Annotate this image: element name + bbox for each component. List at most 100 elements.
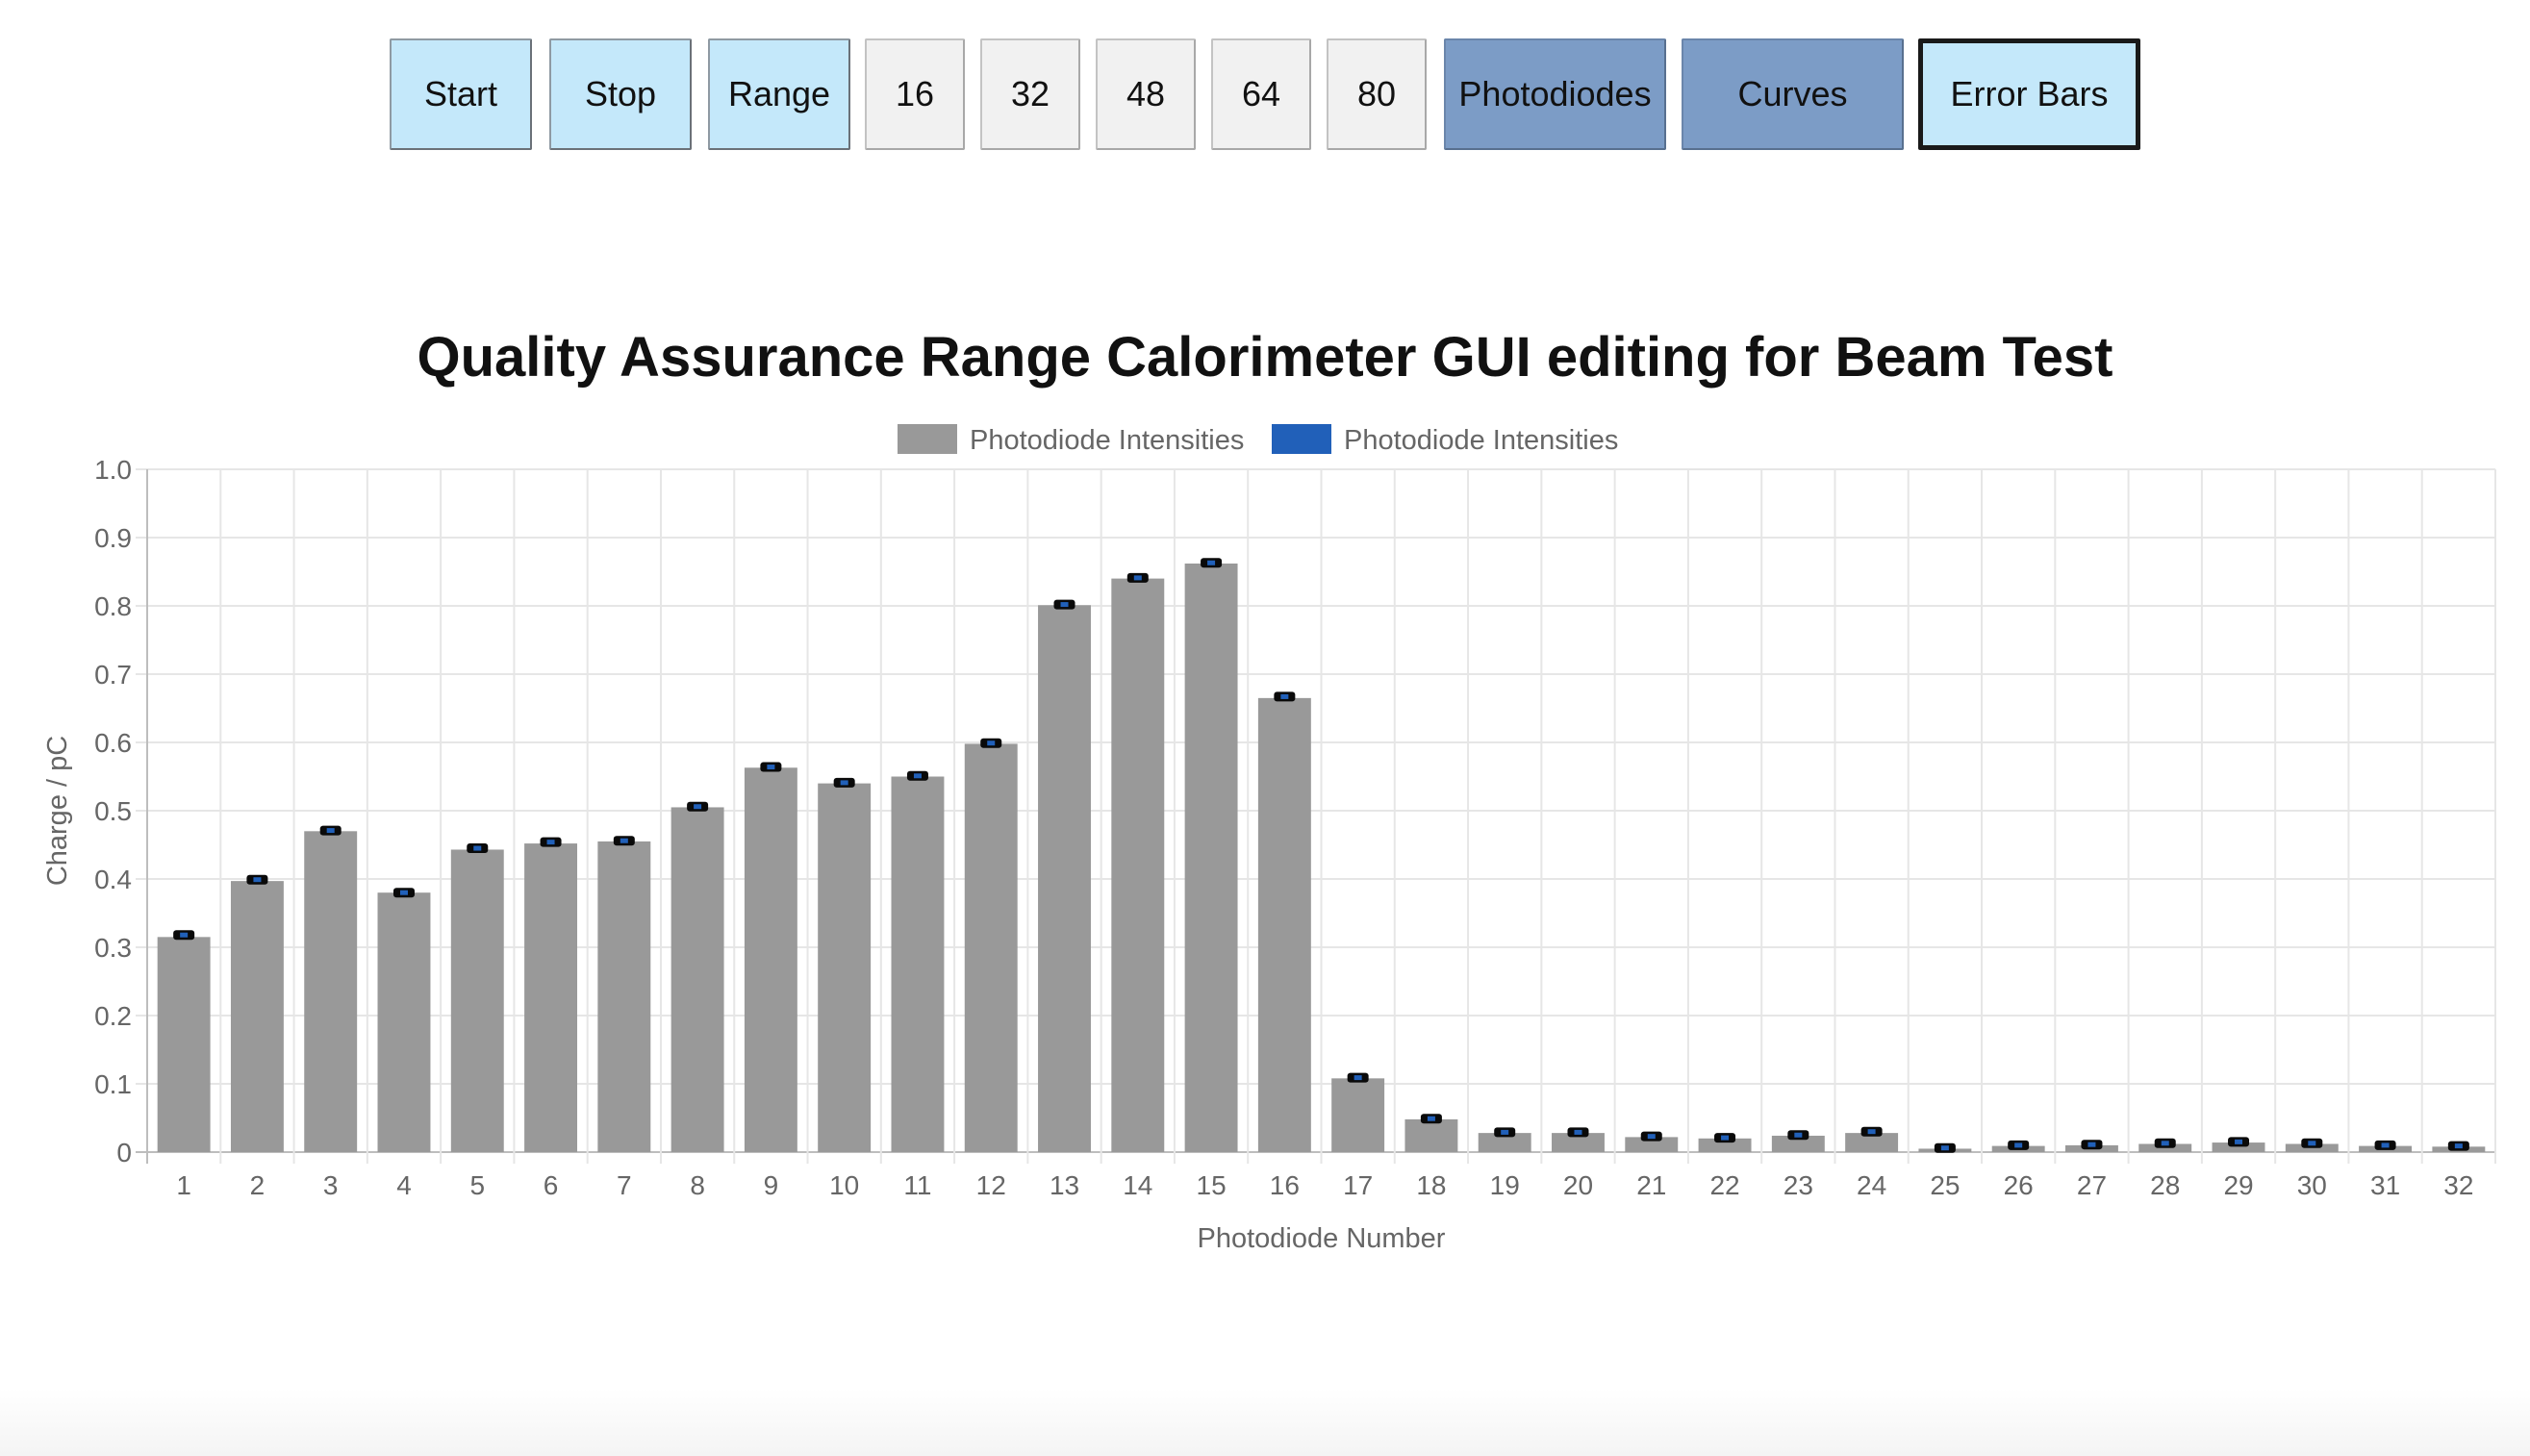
x-tick-label: 23 — [1784, 1170, 1813, 1200]
error-bar-center — [1647, 1134, 1656, 1140]
x-tick-label: 4 — [396, 1170, 412, 1200]
bar — [1184, 563, 1238, 1152]
x-tick-label: 16 — [1270, 1170, 1300, 1200]
x-tick-label: 8 — [690, 1170, 705, 1200]
y-axis-title: Charge / pC — [42, 736, 73, 886]
bar — [230, 881, 284, 1152]
x-tick-label: 31 — [2370, 1170, 2400, 1200]
error-bar-center — [2454, 1143, 2463, 1149]
x-tick-label: 28 — [2150, 1170, 2180, 1200]
bar — [304, 831, 358, 1152]
error-bar-center — [694, 804, 702, 810]
bar — [1111, 578, 1165, 1152]
y-tick-label: 0.2 — [94, 1001, 132, 1031]
x-tick-label: 7 — [617, 1170, 632, 1200]
error-bar-center — [2087, 1142, 2096, 1147]
chart-title: Quality Assurance Range Calorimeter GUI … — [417, 326, 2113, 389]
error-bar-center — [913, 773, 922, 779]
x-tick-label: 9 — [764, 1170, 779, 1200]
range-button[interactable]: Range — [708, 38, 850, 150]
error-bar-center — [1427, 1116, 1435, 1121]
x-tick-label: 12 — [976, 1170, 1006, 1200]
y-tick-label: 0 — [116, 1138, 132, 1167]
y-tick-label: 0.6 — [94, 728, 132, 758]
error-bars-button[interactable]: Error Bars — [1918, 38, 2140, 150]
error-bar-center — [1721, 1135, 1730, 1141]
x-tick-label: 19 — [1490, 1170, 1520, 1200]
bar — [744, 767, 797, 1152]
error-bar-center — [399, 890, 408, 895]
error-bar-center — [2381, 1142, 2390, 1148]
x-tick-label: 24 — [1857, 1170, 1886, 1200]
photodiodes-button[interactable]: Photodiodes — [1444, 38, 1666, 150]
x-tick-label: 5 — [469, 1170, 485, 1200]
bar — [1257, 697, 1311, 1152]
y-tick-label: 0.3 — [94, 933, 132, 963]
channels-48-button[interactable]: 48 — [1096, 38, 1196, 150]
bar — [891, 776, 945, 1152]
page-footer-band — [0, 1389, 2530, 1456]
bar — [1698, 1138, 1752, 1152]
x-tick-label: 22 — [1709, 1170, 1739, 1200]
error-bar-center — [473, 845, 482, 851]
error-bar-center — [1133, 575, 1142, 581]
y-tick-label: 0.4 — [94, 865, 132, 894]
x-tick-label: 29 — [2223, 1170, 2253, 1200]
error-bar-center — [1501, 1129, 1509, 1135]
y-tick-label: 0.8 — [94, 591, 132, 621]
bar — [1771, 1135, 1825, 1152]
stop-button[interactable]: Stop — [549, 38, 692, 150]
bar — [597, 841, 651, 1152]
bar — [1625, 1137, 1679, 1152]
x-tick-label: 18 — [1416, 1170, 1446, 1200]
error-bar-center — [840, 780, 848, 786]
x-tick-label: 26 — [2004, 1170, 2034, 1200]
bar — [964, 743, 1018, 1152]
bar — [1478, 1133, 1531, 1152]
x-tick-label: 10 — [829, 1170, 859, 1200]
channels-16-button[interactable]: 16 — [865, 38, 965, 150]
error-bar-center — [1794, 1132, 1803, 1138]
bar — [1404, 1118, 1458, 1152]
curves-button[interactable]: Curves — [1682, 38, 1904, 150]
bar — [524, 843, 578, 1152]
toolbar: Start Stop Range 16 32 48 64 80 Photodio… — [0, 38, 2530, 154]
error-bar-center — [2161, 1141, 2169, 1146]
error-bar-center — [1060, 602, 1069, 608]
error-bar-center — [620, 838, 628, 843]
channels-80-button[interactable]: 80 — [1327, 38, 1427, 150]
bar — [157, 937, 211, 1152]
error-bar-center — [1940, 1145, 1949, 1151]
x-tick-label: 30 — [2297, 1170, 2327, 1200]
x-tick-label: 17 — [1343, 1170, 1373, 1200]
error-bar-center — [987, 741, 996, 746]
error-bar-center — [1207, 560, 1216, 565]
error-bar-center — [1867, 1129, 1876, 1135]
error-bar-center — [767, 765, 775, 770]
y-tick-label: 0.9 — [94, 523, 132, 553]
x-tick-label: 14 — [1123, 1170, 1152, 1200]
y-tick-label: 0.1 — [94, 1069, 132, 1099]
x-axis-title: Photodiode Number — [1198, 1223, 1446, 1254]
x-tick-label: 27 — [2077, 1170, 2107, 1200]
error-bar-center — [326, 828, 335, 834]
y-tick-label: 0.7 — [94, 660, 132, 690]
x-tick-label: 3 — [323, 1170, 339, 1200]
channels-64-button[interactable]: 64 — [1211, 38, 1311, 150]
x-tick-label: 21 — [1636, 1170, 1666, 1200]
legend-label: Photodiode Intensities — [1344, 425, 1618, 456]
y-tick-label: 1.0 — [94, 455, 132, 485]
x-tick-label: 2 — [250, 1170, 266, 1200]
channels-32-button[interactable]: 32 — [980, 38, 1080, 150]
legend-swatch — [1272, 424, 1331, 454]
x-tick-label: 13 — [1050, 1170, 1079, 1200]
error-bar-center — [546, 840, 555, 845]
start-button[interactable]: Start — [390, 38, 532, 150]
error-bar-center — [1280, 693, 1289, 699]
legend-label: Photodiode Intensities — [970, 425, 1244, 456]
x-tick-label: 1 — [176, 1170, 191, 1200]
error-bar-center — [180, 932, 189, 938]
bar — [670, 807, 724, 1152]
bar — [1845, 1133, 1899, 1152]
